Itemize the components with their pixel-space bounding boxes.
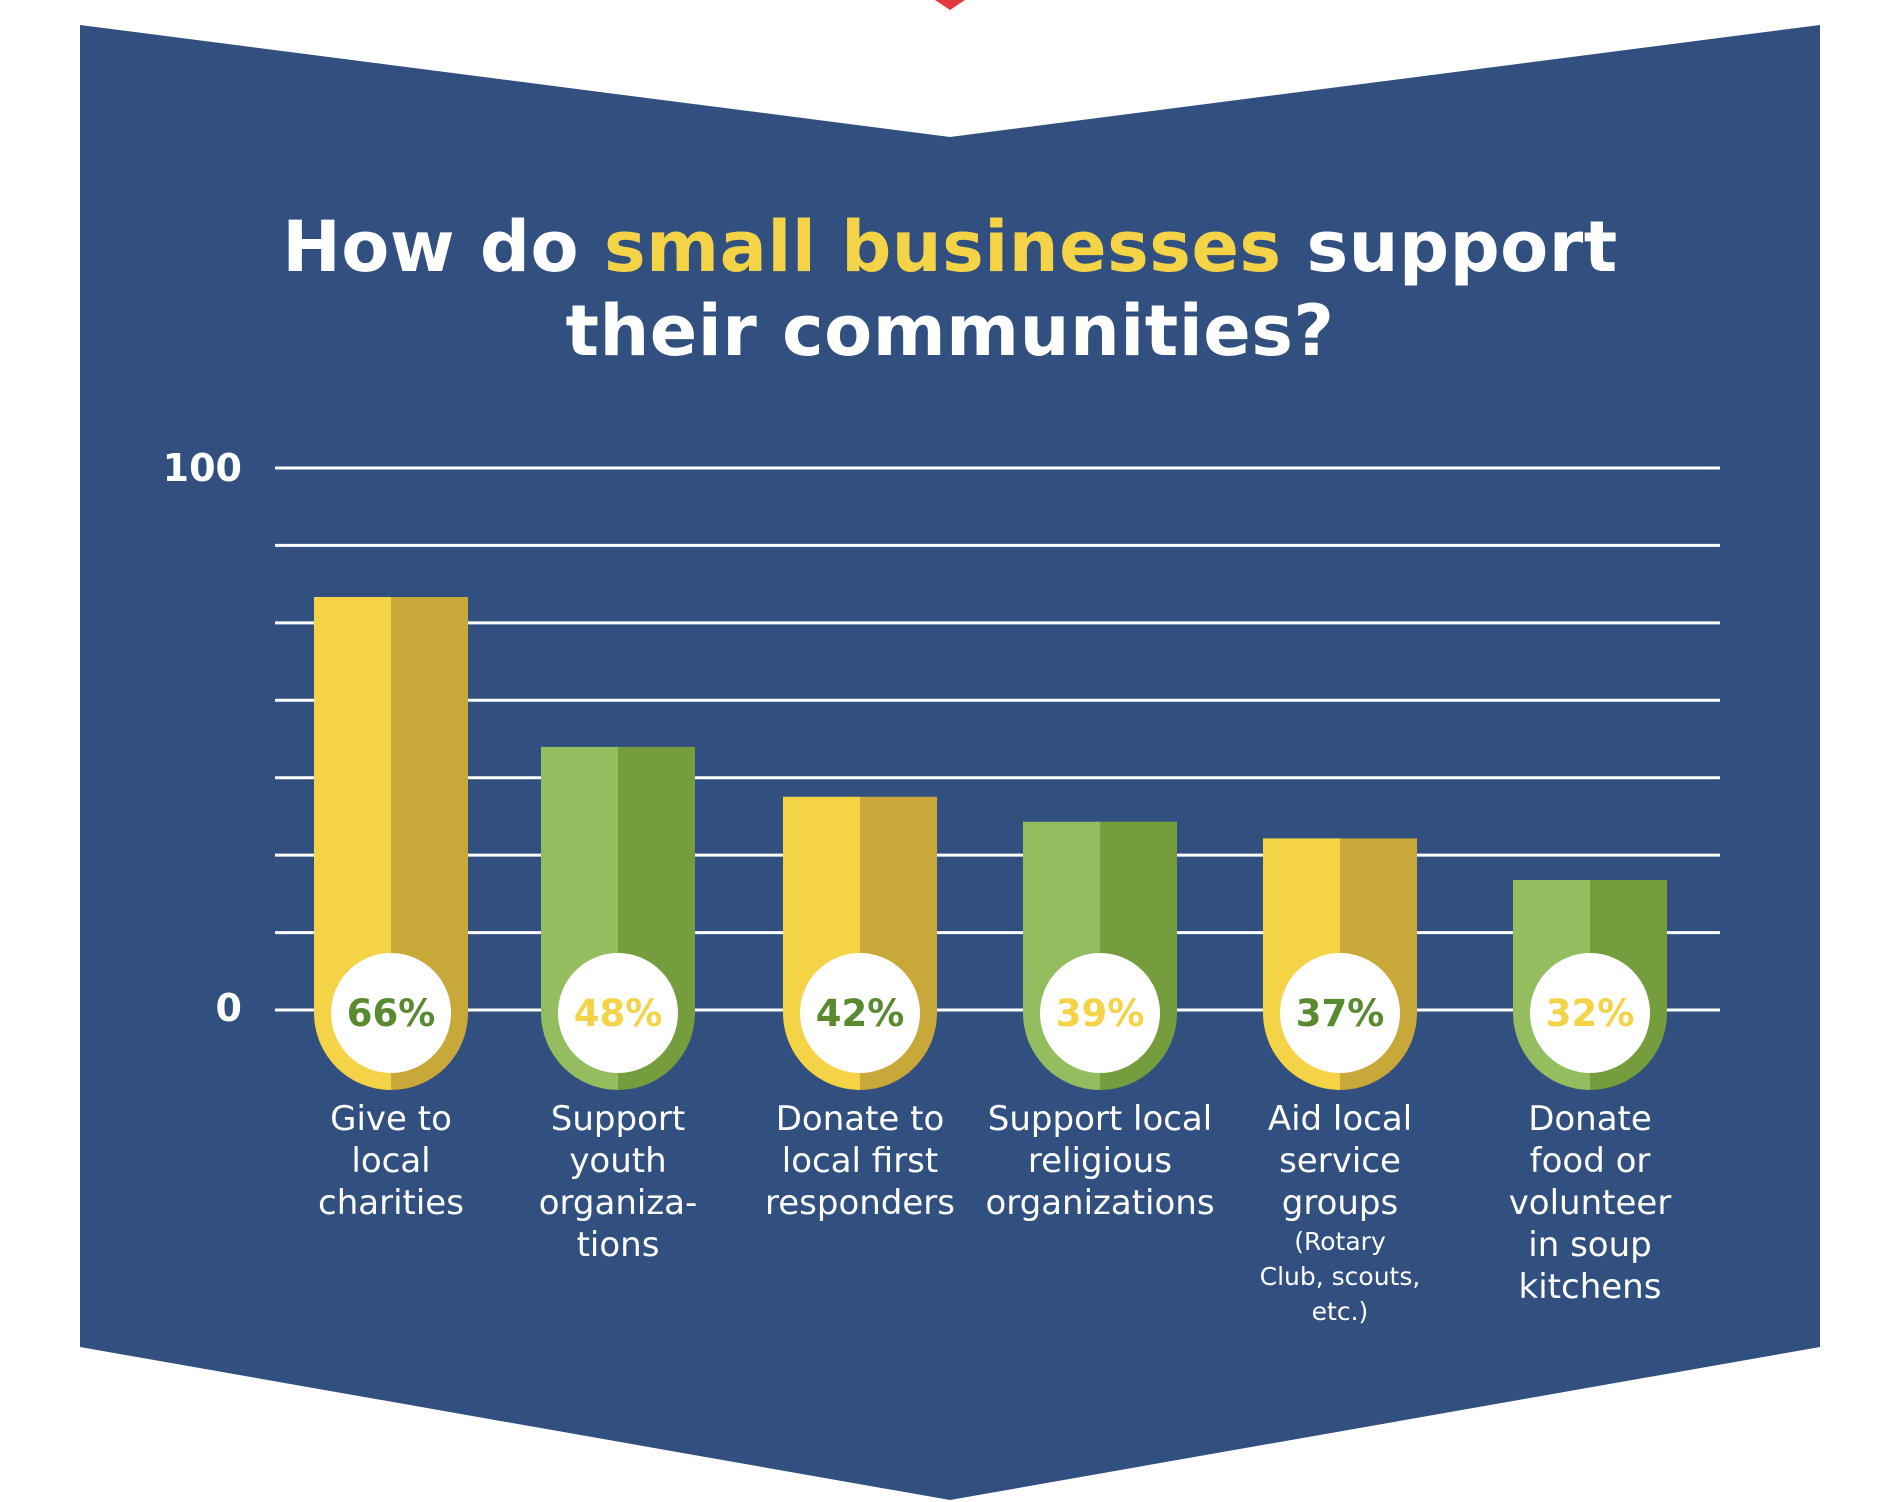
category-label-line: volunteer (1508, 1183, 1672, 1223)
title-highlight: small businesses (604, 206, 1282, 288)
value-label-6: 32% (1546, 992, 1635, 1035)
bar-4: 39% (1023, 821, 1177, 1090)
value-label-3: 42% (816, 992, 905, 1035)
title-part2: support (1281, 206, 1618, 288)
value-badge-4 (1040, 953, 1160, 1073)
category-label-note: (Rotary (1294, 1227, 1386, 1256)
category-label-line: Support (550, 1099, 686, 1139)
bar-2: 48% (541, 746, 695, 1090)
category-label-3: Donate to local first responders (745, 1098, 975, 1224)
banner-background (80, 25, 1820, 1500)
value-label-1: 66% (347, 992, 436, 1035)
category-label-1: Give to local charities (276, 1098, 506, 1224)
category-label-line: in soup (1528, 1225, 1652, 1265)
title-part1: How do (282, 206, 604, 288)
category-label-line: local first (781, 1141, 939, 1181)
title-line2: their communities? (565, 290, 1335, 372)
category-label-note: etc.) (1311, 1297, 1369, 1326)
category-label-line: service (1279, 1141, 1401, 1181)
category-label-line: Give to (330, 1099, 452, 1139)
category-label-line: responders (765, 1183, 955, 1223)
category-label-line: organizations (985, 1183, 1215, 1223)
category-label-line: Support local (987, 1099, 1213, 1139)
category-label-5: Aid local service groups (Rotary Club, scout… (1225, 1098, 1455, 1329)
category-label-line: religious (1027, 1141, 1173, 1181)
category-label-4: Support local religious organizations (985, 1098, 1215, 1224)
category-label-line: food or (1529, 1141, 1651, 1181)
category-label-line: local (351, 1141, 431, 1181)
category-label-line: kitchens (1518, 1267, 1662, 1307)
value-label-2: 48% (574, 992, 663, 1035)
value-label-5: 37% (1296, 992, 1385, 1035)
category-label-note: Club, scouts, (1259, 1262, 1421, 1291)
value-badge-5 (1280, 953, 1400, 1073)
value-badge-3 (800, 953, 920, 1073)
category-label-line: Aid local (1267, 1099, 1413, 1139)
category-label-line: groups (1281, 1183, 1399, 1223)
value-badge-2 (558, 953, 678, 1073)
bar-5: 37% (1263, 838, 1417, 1090)
category-label-6: Donate food or volunteer in soup kitchens (1475, 1098, 1705, 1308)
category-label-line: Donate to (775, 1099, 945, 1139)
value-badge-6 (1530, 953, 1650, 1073)
category-label-line: organiza- (538, 1183, 698, 1223)
value-label-4: 39% (1056, 992, 1145, 1035)
category-label-line: Donate (1528, 1099, 1652, 1139)
chart-title: How do small businesses support their co… (0, 205, 1900, 373)
category-label-2: Support youth organiza-tions (503, 1098, 733, 1266)
gridlines (275, 466, 1720, 1012)
ribbon-tip (935, 0, 965, 10)
value-badge-1 (331, 953, 451, 1073)
category-label-line: youth (569, 1141, 667, 1181)
category-label-line: charities (318, 1183, 464, 1223)
bar-1: 66% (314, 597, 468, 1090)
bar-6: 32% (1513, 880, 1667, 1090)
bars: 66% 48% 42% 39% 37% 32% (314, 597, 1667, 1090)
y-tick-100: 100 (162, 446, 242, 490)
y-tick-0: 0 (215, 986, 242, 1030)
bar-3: 42% (783, 796, 937, 1090)
category-label-line: tions (576, 1225, 660, 1265)
